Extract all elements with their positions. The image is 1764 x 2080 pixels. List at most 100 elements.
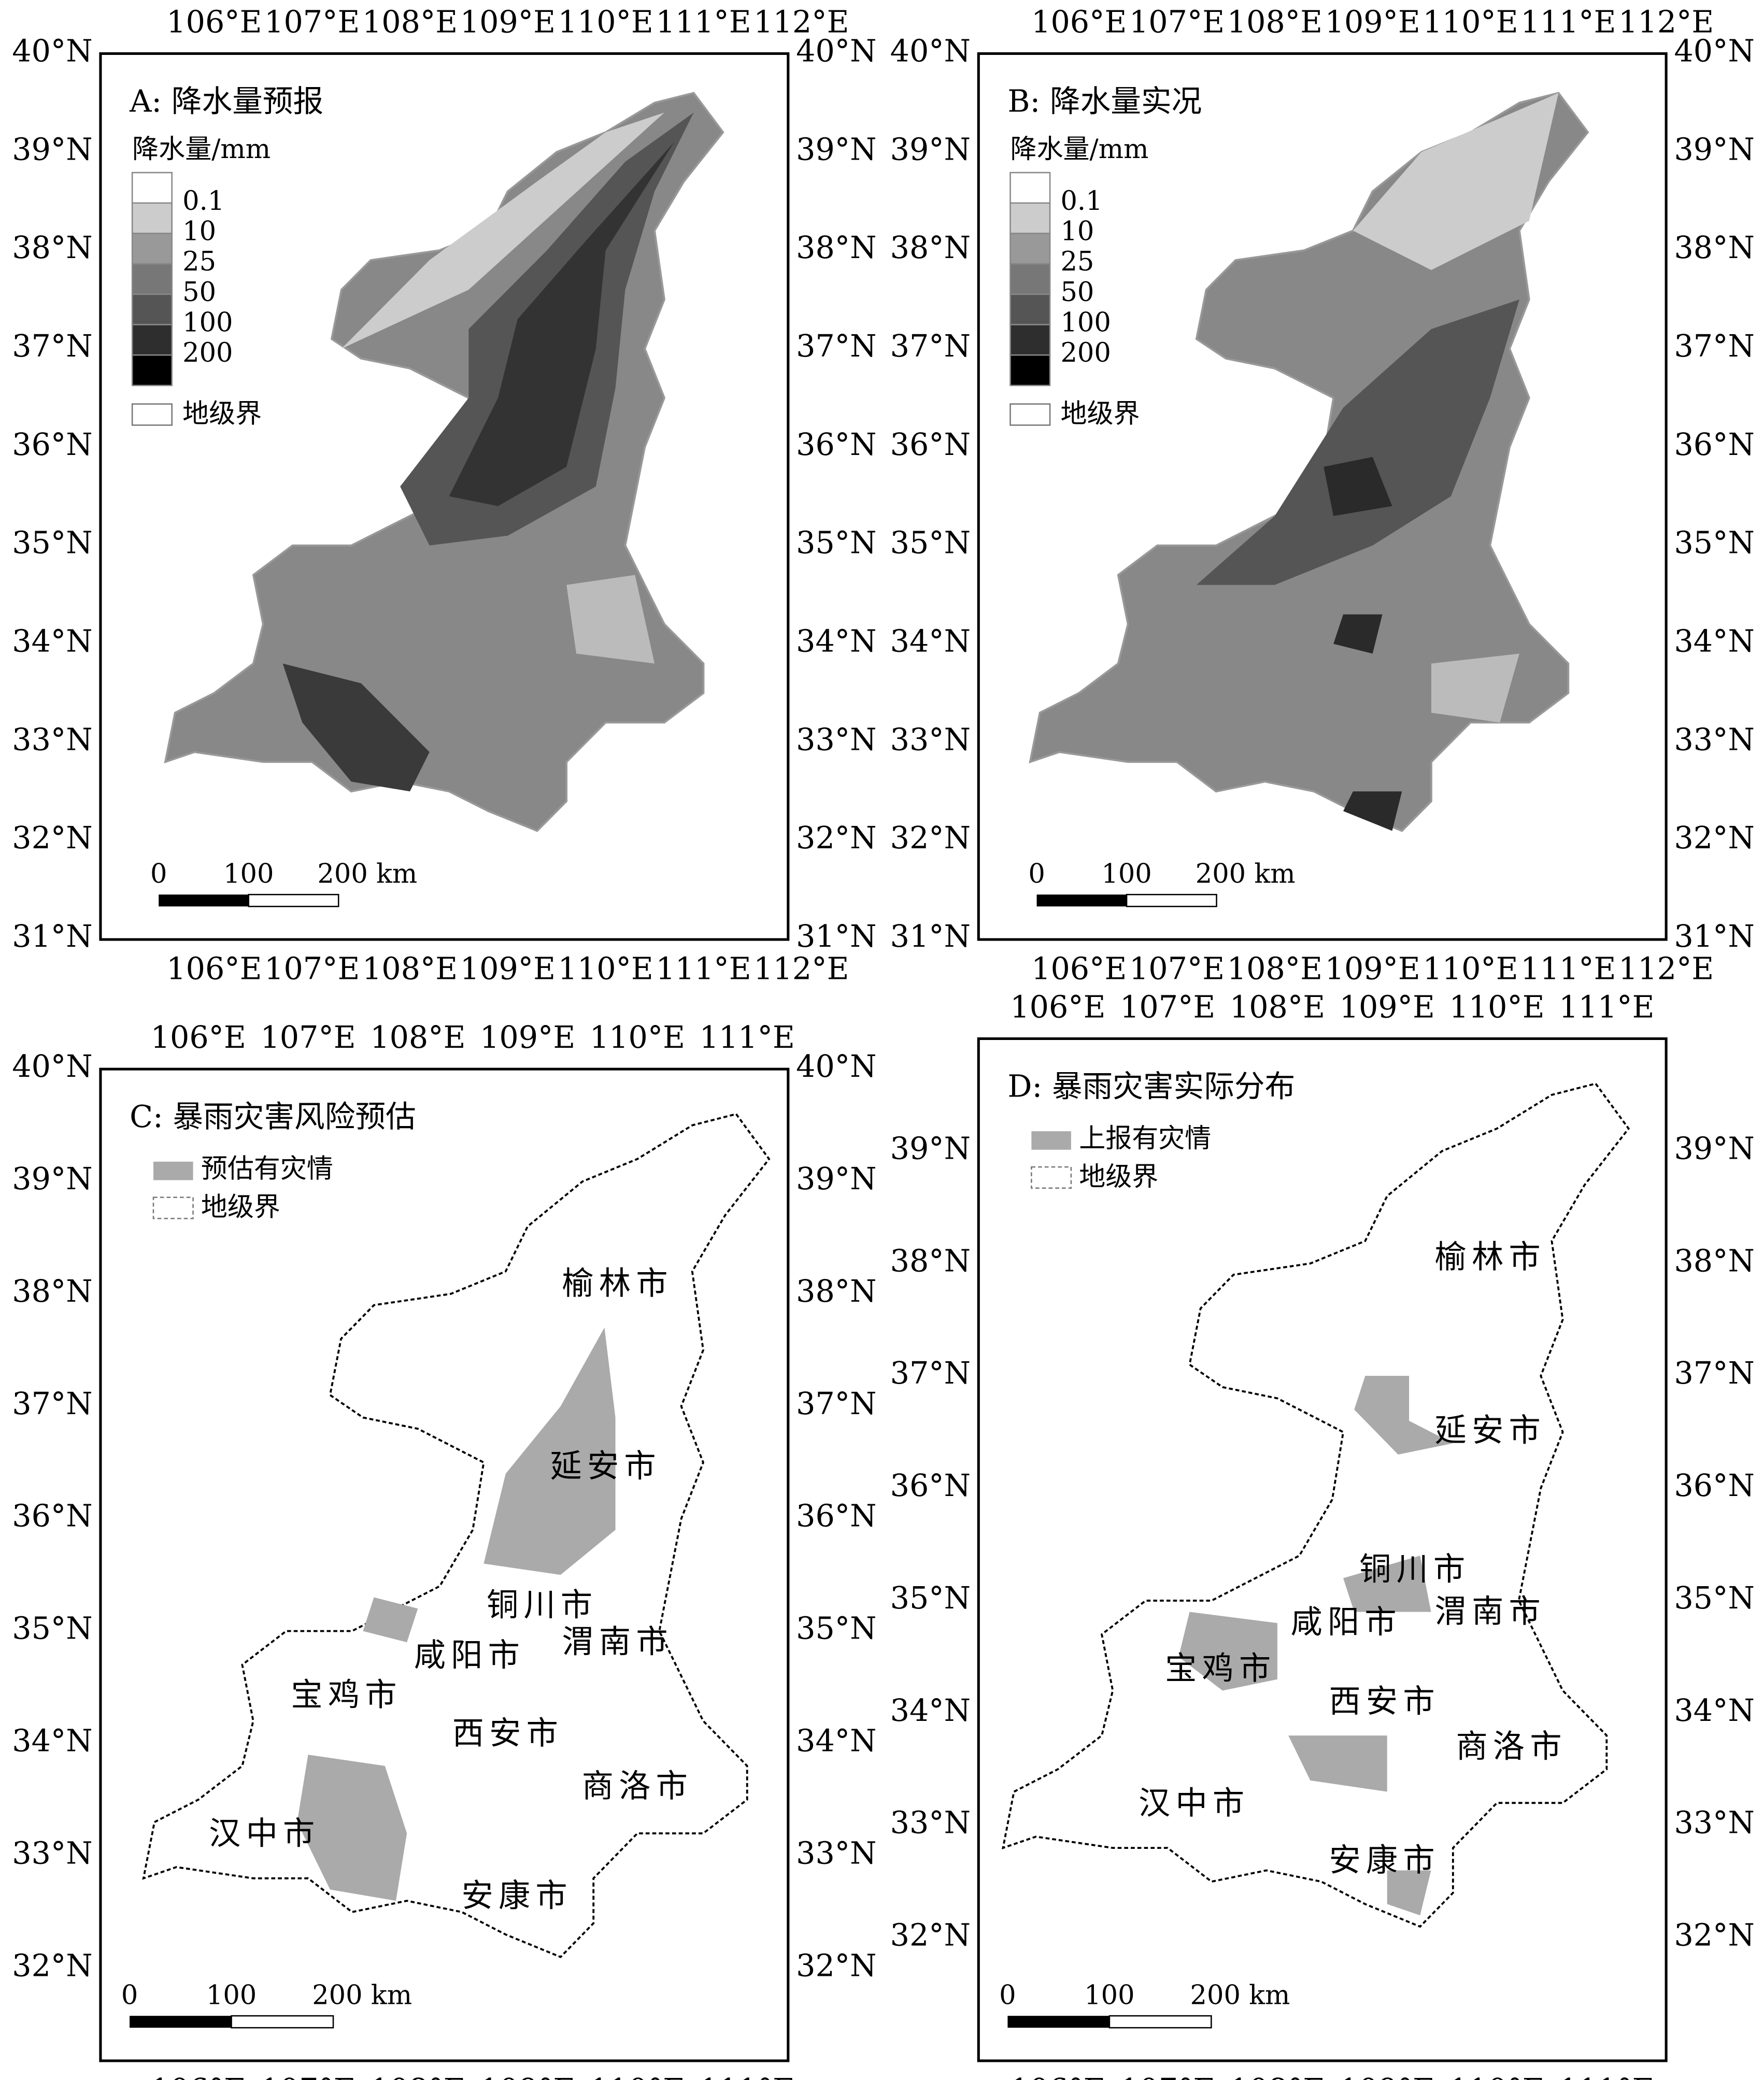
lat-label: 33°N (12, 1835, 92, 1871)
scale-bar (1007, 2016, 1109, 2028)
lon-label: 106°E (1010, 2072, 1105, 2080)
lon-label: 108°E (1230, 989, 1325, 1024)
legend-swatch (1009, 233, 1051, 265)
lon-label: 108°E (362, 4, 458, 39)
lon-label: 108°E (1227, 4, 1322, 39)
city-label: 延安市 (1435, 1412, 1546, 1449)
lon-label: 111°E (700, 2072, 795, 2080)
legend-label: 200 (1060, 338, 1111, 368)
lon-label: 112°E (753, 4, 849, 39)
lat-label: 34°N (890, 1693, 971, 1728)
lat-label: 33°N (890, 1805, 971, 1841)
panel-title: D: 暴雨灾害实际分布 (1007, 1069, 1295, 1104)
lat-label: 40°N (796, 33, 876, 68)
lat-label: 34°N (796, 1723, 876, 1759)
city-label: 商洛市 (582, 1768, 693, 1804)
lat-label: 39°N (1674, 1131, 1754, 1166)
lon-label: 109°E (1325, 951, 1420, 986)
lat-label: 34°N (1674, 1693, 1754, 1728)
city-label: 宝鸡市 (291, 1676, 402, 1713)
lon-label: 107°E (1120, 989, 1215, 1024)
city-label: 铜川市 (487, 1587, 598, 1623)
scale-bar (231, 2015, 334, 2029)
lat-label: 38°N (796, 1274, 876, 1309)
legend-swatch (1009, 293, 1051, 325)
lon-label: 109°E (1325, 4, 1420, 39)
lat-label: 37°N (890, 1356, 971, 1391)
lat-label: 35°N (12, 525, 92, 561)
lon-label: 110°E (558, 4, 653, 39)
rain-zone (1324, 457, 1392, 516)
lat-label: 36°N (12, 427, 92, 462)
lon-label: 108°E (370, 1020, 465, 1055)
lat-label: 37°N (12, 1386, 92, 1421)
disaster-area (297, 1755, 407, 1901)
lon-label: 110°E (1449, 989, 1544, 1024)
lat-label: 31°N (12, 919, 92, 954)
lon-label: 107°E (1129, 951, 1225, 986)
lat-label: 39°N (12, 1161, 92, 1196)
lon-label: 109°E (1340, 2072, 1435, 2080)
lat-label: 35°N (890, 525, 971, 561)
scale-label: 200 km (1190, 1980, 1290, 2011)
panel-title: A: 降水量预报 (129, 83, 323, 119)
lon-label: 106°E (1031, 4, 1127, 39)
lat-label: 35°N (1674, 525, 1754, 561)
lat-label: 38°N (12, 230, 92, 265)
city-label: 西安市 (1329, 1683, 1440, 1720)
city-label: 渭南市 (1435, 1593, 1546, 1630)
panel-title: B: 降水量实况 (1007, 83, 1202, 119)
disaster-area (1178, 1612, 1277, 1691)
lat-label: 39°N (796, 132, 876, 167)
province (1029, 92, 1589, 832)
disaster-area (1387, 1870, 1431, 1916)
city-label: 渭南市 (562, 1623, 673, 1660)
lat-label: 32°N (796, 1948, 876, 1983)
rain-zone (282, 663, 430, 792)
legend-label: 50 (182, 277, 216, 308)
lat-label: 37°N (12, 329, 92, 364)
city-label: 铜川市 (1359, 1551, 1470, 1588)
lon-label: 106°E (151, 1020, 246, 1055)
lon-label: 107°E (1120, 2072, 1215, 2080)
legend-title: 降水量/mm (1011, 134, 1149, 165)
rain-zone (1431, 653, 1519, 723)
legend-title: 降水量/mm (132, 134, 271, 165)
legend-label: 地级界 (1079, 1162, 1158, 1192)
lat-label: 32°N (1674, 1918, 1754, 1953)
lat-label: 32°N (1674, 820, 1754, 856)
legend-label: 地级界 (201, 1192, 280, 1223)
legend-swatch (131, 324, 173, 356)
lat-label: 34°N (796, 624, 876, 659)
scale-label: 0 (1028, 859, 1045, 890)
map-panel: 106°E106°E107°E107°E108°E108°E109°E109°E… (12, 1020, 876, 2080)
legend-swatch (131, 293, 173, 325)
disaster-area (363, 1597, 418, 1643)
city-label: 榆林市 (562, 1265, 673, 1302)
lon-label: 106°E (166, 4, 262, 39)
lon-label: 106°E (1031, 951, 1127, 986)
legend-swatch (1009, 324, 1051, 356)
map-panel: 106°E106°E107°E107°E108°E108°E109°E109°E… (12, 4, 876, 986)
lon-label: 107°E (264, 4, 360, 39)
lat-label: 36°N (890, 1468, 971, 1503)
scale-bar (159, 894, 249, 907)
city-label: 安康市 (462, 1877, 573, 1914)
city-label: 宝鸡市 (1165, 1650, 1276, 1687)
legend-label: 地级界 (1060, 399, 1140, 430)
map-panel: 106°E106°E107°E107°E108°E108°E109°E109°E… (890, 989, 1755, 2080)
lat-label: 32°N (796, 820, 876, 856)
frame (977, 52, 1668, 941)
scale-bar (130, 2016, 232, 2028)
scale-label: 200 km (312, 1980, 412, 2011)
rain-zone (566, 575, 655, 664)
lat-label: 33°N (1674, 722, 1754, 757)
lon-label: 111°E (1559, 2072, 1654, 2080)
legend-label: 0.1 (1060, 186, 1102, 217)
lat-label: 40°N (1674, 33, 1754, 68)
lat-label: 36°N (796, 1499, 876, 1534)
lat-label: 37°N (796, 329, 876, 364)
lon-label: 106°E (151, 2072, 246, 2080)
legend-swatch (1009, 263, 1051, 295)
lon-label: 108°E (370, 2072, 465, 2080)
